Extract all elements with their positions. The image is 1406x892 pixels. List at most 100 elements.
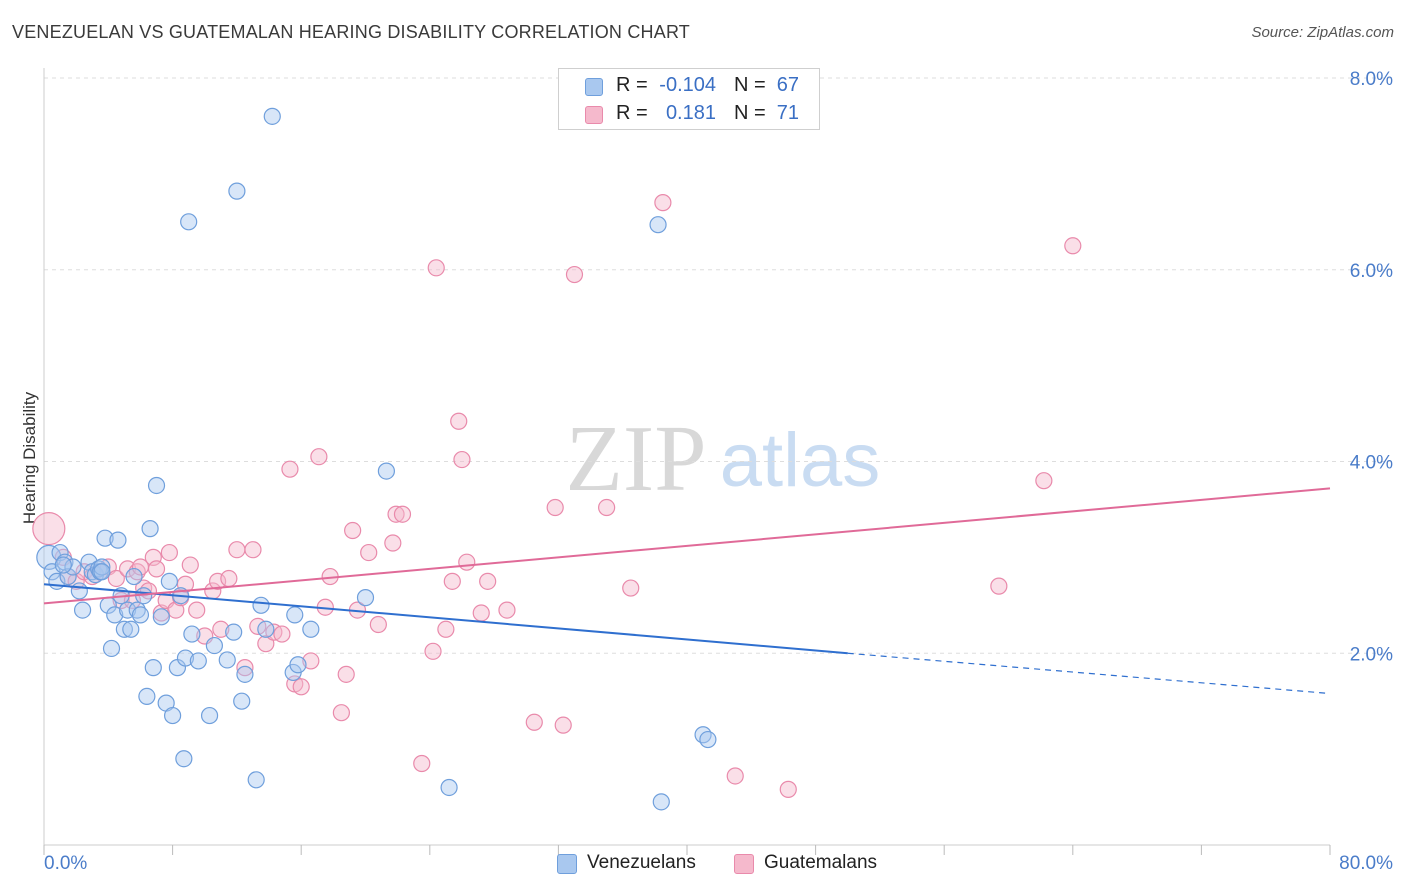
guatemalans-point [244, 541, 262, 559]
venezuelans-point [263, 107, 281, 125]
venezuelans-point [356, 589, 375, 607]
venezuelans-point [147, 476, 166, 495]
venezuelans-trend-line [43, 583, 848, 655]
venezuelans-point [175, 750, 193, 768]
guatemalans-point [273, 625, 291, 643]
guatemalans-point [107, 569, 125, 588]
guatemalans-point [302, 652, 320, 670]
tick-labels: 2.0% 4.0% 6.0% 8.0% 0.0% 80.0% [44, 69, 1393, 874]
x-tick-label-min: 0.0% [44, 853, 87, 874]
guatemalans-point [292, 678, 310, 696]
venezuelans-point [128, 601, 146, 619]
venezuelans-point [247, 771, 265, 789]
y-tick-label: 4.0% [1350, 453, 1393, 474]
watermark: ZIP atlas [566, 407, 881, 511]
venezuelans-point [54, 556, 72, 574]
venezuelans-point [218, 651, 236, 669]
guatemalans-point [450, 412, 468, 430]
venezuelans-point [73, 601, 92, 619]
venezuelans-point [233, 692, 251, 710]
guatemalans-point [479, 572, 497, 590]
guatemalans-point [554, 716, 572, 734]
guatemalans-point [393, 505, 412, 523]
guatemalans-points [32, 194, 1082, 798]
venezuelans-point [138, 687, 156, 705]
guatemalans-point [160, 543, 178, 562]
axes [43, 68, 1331, 855]
guatemalans-swatch [585, 106, 603, 124]
venezuelans-point [257, 620, 275, 638]
venezuelans-point [106, 606, 124, 624]
guatemalans-point [360, 543, 378, 562]
correlation-stats-box: R = -0.104 N = 67 R = 0.181 N = 71 [558, 68, 820, 130]
venezuelans-point [176, 649, 195, 667]
venezuelans-point [164, 706, 182, 725]
venezuelans-point [70, 582, 88, 600]
r-label: R = [616, 74, 648, 96]
guatemalans-point [622, 579, 640, 597]
guatemalans-point [654, 194, 672, 212]
guatemalans-point [228, 541, 246, 559]
venezuelans-point [225, 623, 243, 641]
venezuelans-point [122, 620, 140, 638]
venezuelans-swatch [585, 78, 603, 96]
legend-swatch-guatemalans [734, 854, 754, 874]
guatemalans-point [427, 259, 445, 277]
source-note: Source: ZipAtlas.com [1251, 24, 1394, 41]
r-value: -0.104 [659, 74, 716, 96]
r-label: R = [616, 102, 648, 124]
venezuelans-point [144, 659, 162, 677]
legend-label-venezuelans: Venezuelans [587, 852, 696, 873]
guatemalans-point [437, 620, 455, 638]
x-tick-label-max: 80.0% [1339, 853, 1393, 874]
guatemalans-point [220, 569, 238, 588]
venezuelans-point [377, 462, 395, 480]
guatemalans-point [209, 572, 227, 590]
stats-row-guatemalans: R = 0.181 N = 71 [559, 100, 819, 130]
venezuelans-point [289, 656, 307, 674]
guatemalans-point [546, 498, 564, 517]
venezuelans-point [252, 596, 270, 614]
watermark-zip: ZIP [566, 407, 707, 511]
guatemalans-point [598, 498, 616, 517]
venezuelans-point [56, 553, 74, 571]
venezuelans-points [36, 107, 717, 811]
venezuelans-point [286, 606, 304, 624]
guatemalans-point [458, 553, 476, 571]
guatemalans-point [337, 665, 355, 683]
legend: Venezuelans Guatemalans [0, 852, 1406, 878]
legend-swatch-venezuelans [557, 854, 577, 874]
venezuelans-point [131, 606, 150, 624]
venezuelans-point [160, 572, 178, 590]
n-label: N = [734, 74, 766, 96]
guatemalans-point [236, 659, 254, 677]
guatemalans-point [32, 512, 66, 546]
venezuelans-point [440, 778, 458, 797]
venezuelans-point [189, 652, 207, 670]
venezuelans-point [228, 182, 246, 200]
venezuelans-point [236, 665, 254, 683]
n-value: 71 [776, 102, 799, 124]
guatemalans-point [990, 577, 1008, 595]
guatemalans-point [779, 780, 797, 798]
guatemalans-point [1035, 472, 1053, 490]
venezuelans-trend-extension [847, 652, 1331, 695]
venezuelans-point [93, 563, 111, 581]
watermark-atlas: atlas [720, 418, 881, 503]
guatemalans-point [188, 601, 206, 619]
venezuelans-point [141, 520, 159, 538]
guatemalans-point [387, 505, 405, 523]
legend-label-guatemalans: Guatemalans [764, 852, 878, 873]
grid [44, 77, 1392, 654]
venezuelans-point [694, 726, 712, 744]
venezuelans-point [699, 730, 717, 749]
chart-title: VENEZUELAN VS GUATEMALAN HEARING DISABIL… [12, 22, 691, 42]
guatemalans-point [147, 560, 166, 578]
guatemalans-point [181, 556, 199, 574]
guatemalans-point [332, 704, 350, 722]
y-tick-label: 6.0% [1350, 261, 1393, 282]
guatemalans-point [453, 450, 471, 469]
guatemalans-point [369, 615, 387, 634]
trend-lines [43, 487, 1331, 695]
